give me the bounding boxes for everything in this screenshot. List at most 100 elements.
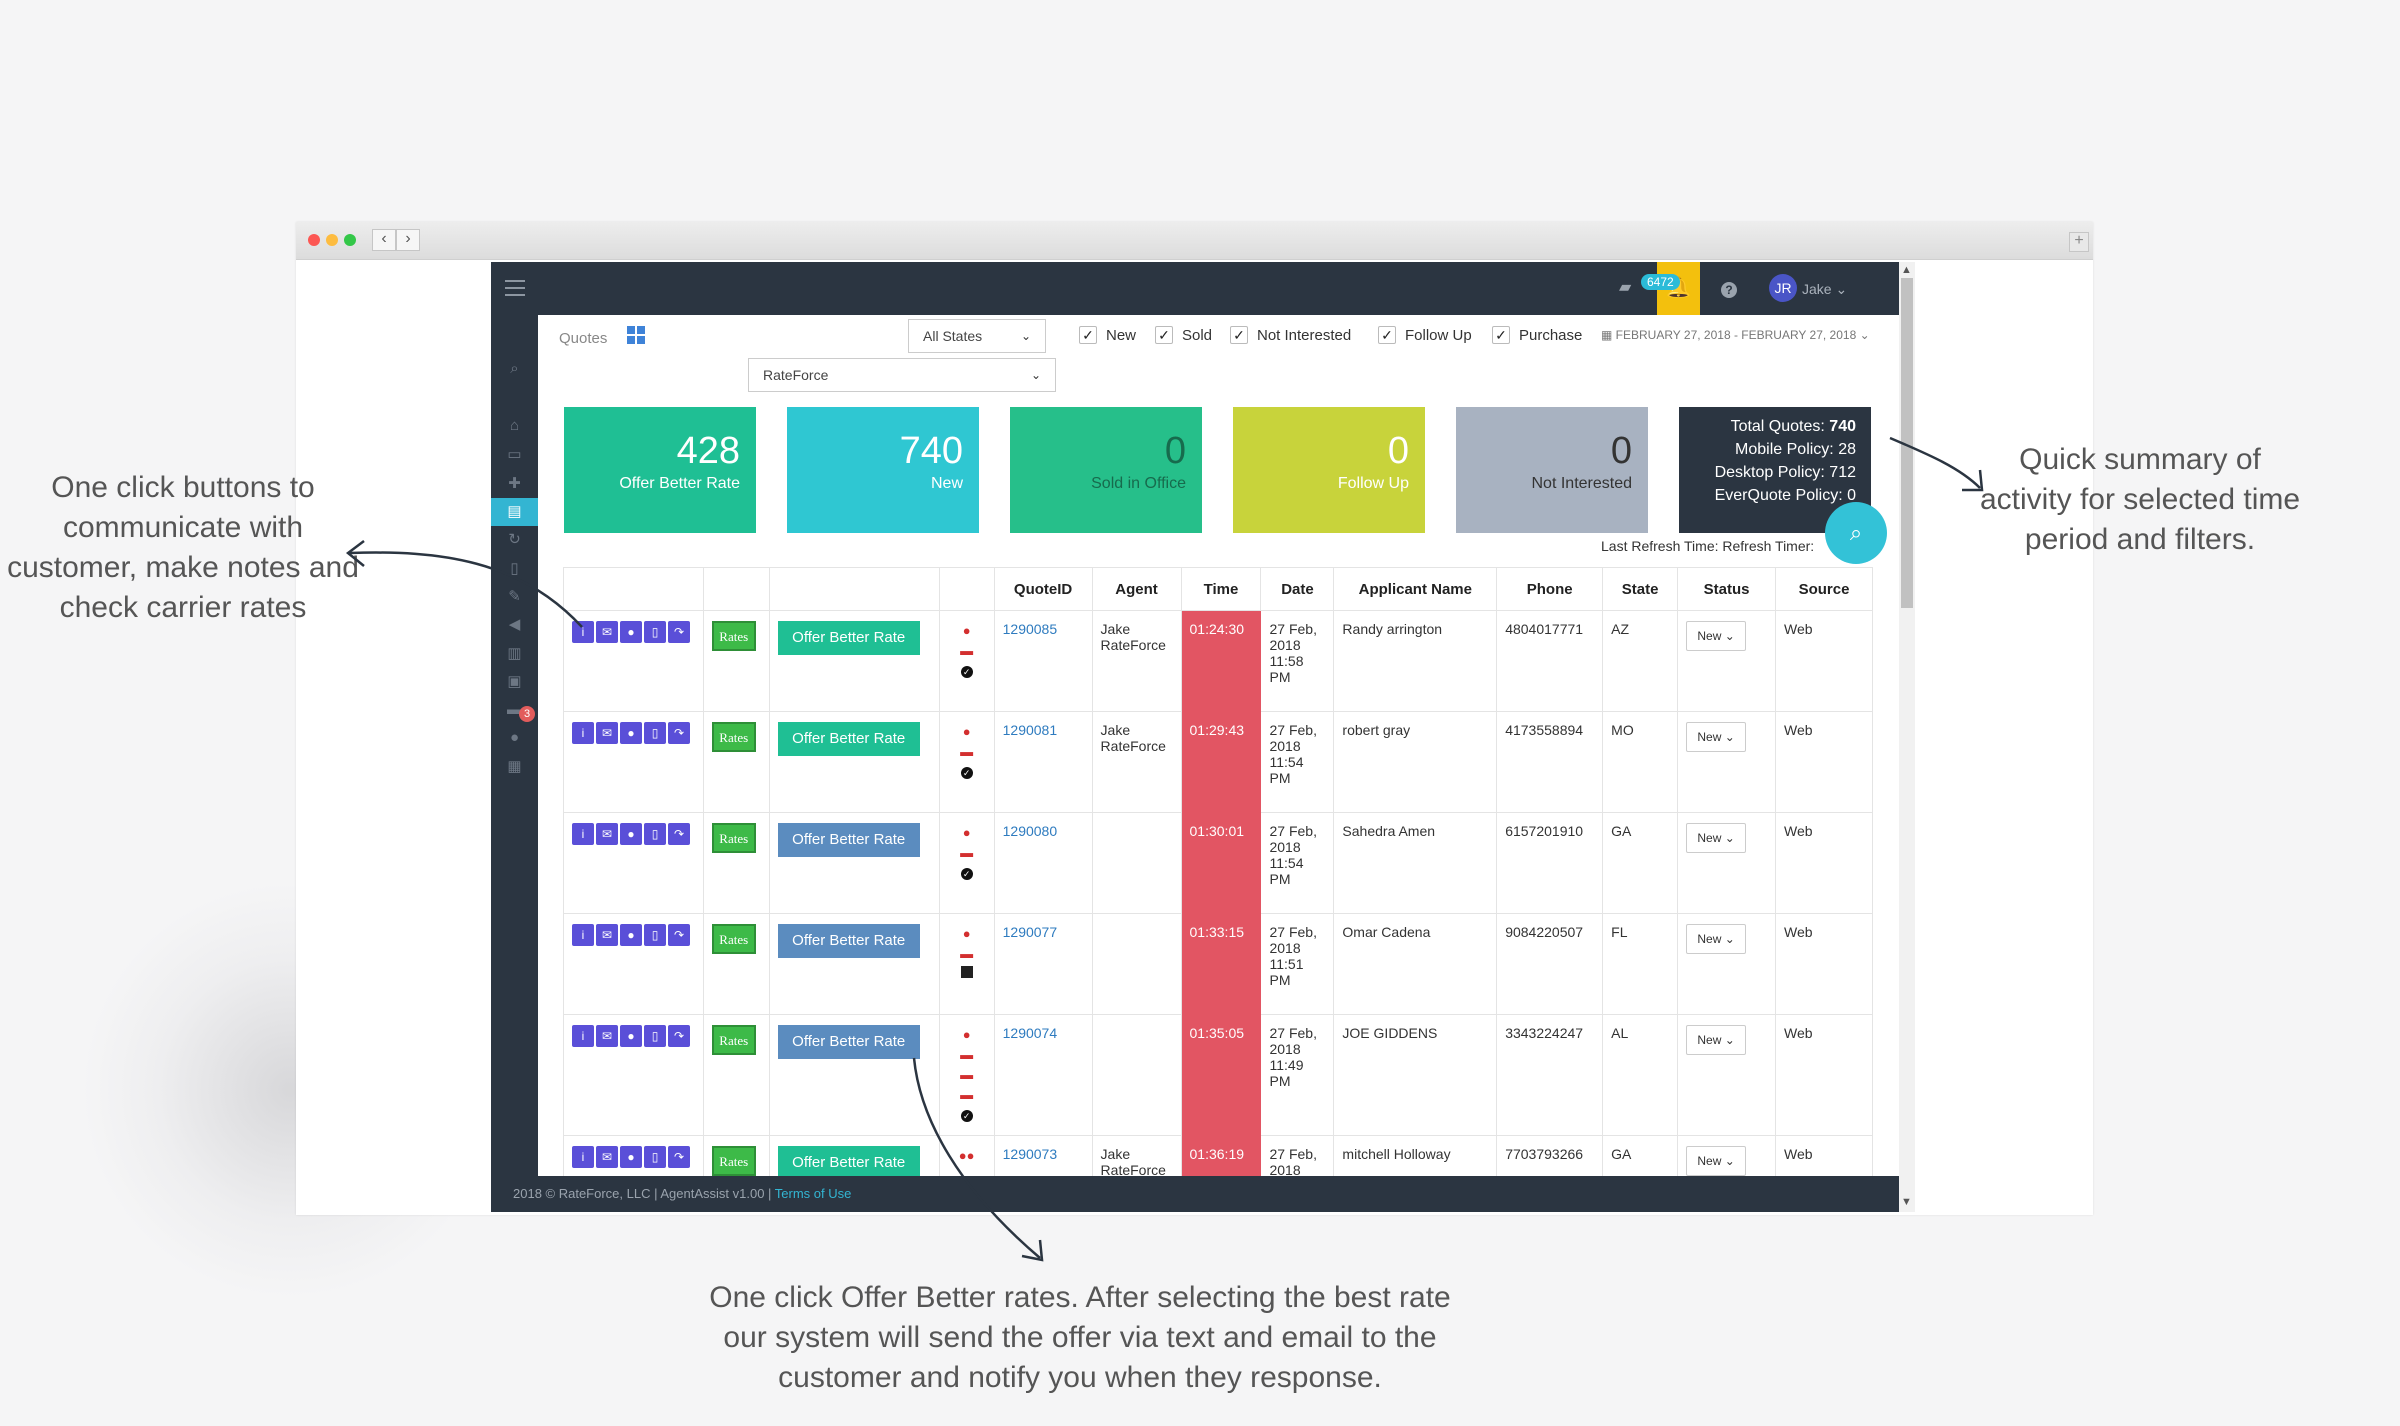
minimize-dot[interactable] bbox=[326, 234, 338, 246]
user-icon[interactable]: ● bbox=[620, 621, 642, 643]
share-icon[interactable]: ↷ bbox=[668, 1146, 690, 1168]
filter-follow-up[interactable]: ✓ Follow Up bbox=[1378, 326, 1472, 344]
col-header-agent[interactable]: Agent bbox=[1091, 567, 1182, 611]
checkbox-new[interactable]: ✓ bbox=[1079, 326, 1097, 344]
quotes-icon[interactable]: ▤ bbox=[491, 498, 538, 526]
checkbox-purchase[interactable]: ✓ bbox=[1492, 326, 1510, 344]
col-header-status[interactable]: Status bbox=[1677, 567, 1777, 611]
rates-button[interactable]: Rates bbox=[711, 1025, 756, 1055]
card-not-interested[interactable]: 0 Not Interested bbox=[1456, 407, 1648, 533]
search-fab-icon[interactable]: ⌕ bbox=[1825, 502, 1887, 564]
rates-button[interactable]: Rates bbox=[711, 924, 756, 954]
quote-id-link[interactable]: 1290085 bbox=[1002, 621, 1058, 637]
agency-select[interactable]: RateForce ⌄ bbox=[748, 358, 1056, 392]
card-offer-better-rate[interactable]: 428 Offer Better Rate bbox=[564, 407, 756, 533]
card-new[interactable]: 740 New bbox=[787, 407, 979, 533]
forward-icon[interactable]: › bbox=[396, 229, 420, 251]
share-icon[interactable]: ↷ bbox=[668, 924, 690, 946]
help-icon[interactable]: ? bbox=[1721, 282, 1737, 298]
filter-not-interested[interactable]: ✓ Not Interested bbox=[1230, 326, 1351, 344]
maximize-dot[interactable] bbox=[344, 234, 356, 246]
offer-better-rate-button[interactable]: Offer Better Rate bbox=[777, 924, 920, 958]
col-header-source[interactable]: Source bbox=[1775, 567, 1873, 611]
offer-better-rate-button[interactable]: Offer Better Rate bbox=[777, 1025, 920, 1059]
menu-icon[interactable] bbox=[505, 280, 525, 296]
quote-id-link[interactable]: 1290080 bbox=[1002, 823, 1058, 839]
checkbox-sold[interactable]: ✓ bbox=[1155, 326, 1173, 344]
quote-id-link[interactable]: 1290074 bbox=[1002, 1025, 1058, 1041]
avatar[interactable]: JR bbox=[1769, 274, 1797, 302]
chat-icon[interactable]: ✉ bbox=[596, 722, 618, 744]
info-icon[interactable]: i bbox=[572, 1025, 594, 1047]
offer-better-rate-button[interactable]: Offer Better Rate bbox=[777, 823, 920, 857]
card-icon[interactable]: ▬ bbox=[507, 701, 522, 718]
col-header-quoteid[interactable]: QuoteID bbox=[993, 567, 1093, 611]
col-header-phone[interactable]: Phone bbox=[1496, 567, 1604, 611]
rates-button[interactable]: Rates bbox=[711, 722, 756, 752]
filter-sold[interactable]: ✓ Sold bbox=[1155, 326, 1212, 344]
note-icon[interactable]: ▯ bbox=[644, 722, 666, 744]
user-icon[interactable]: ● bbox=[620, 1146, 642, 1168]
note-icon[interactable]: ▯ bbox=[644, 1146, 666, 1168]
share-icon[interactable]: ↷ bbox=[668, 621, 690, 643]
col-header-date[interactable]: Date bbox=[1260, 567, 1335, 611]
state-select[interactable]: All States ⌄ bbox=[908, 319, 1046, 353]
filter-new[interactable]: ✓ New bbox=[1079, 326, 1136, 344]
scroll-thumb[interactable] bbox=[1901, 278, 1913, 608]
messages-icon[interactable]: ▰ bbox=[1619, 279, 1632, 296]
chat-icon[interactable]: ✉ bbox=[596, 621, 618, 643]
user-icon[interactable]: ● bbox=[620, 1025, 642, 1047]
user-icon[interactable]: ● bbox=[509, 729, 520, 746]
calculator-icon[interactable]: ▦ bbox=[507, 758, 522, 775]
info-icon[interactable]: i bbox=[572, 722, 594, 744]
grid-view-icon[interactable] bbox=[627, 326, 645, 344]
chart-icon[interactable]: ▥ bbox=[507, 645, 522, 662]
add-icon[interactable]: ✚ bbox=[508, 475, 521, 492]
card-sold-in-office[interactable]: 0 Sold in Office bbox=[1010, 407, 1202, 533]
edit-icon[interactable]: ✎ bbox=[508, 588, 521, 605]
close-dot[interactable] bbox=[308, 234, 320, 246]
status-select[interactable]: New ⌄ bbox=[1686, 722, 1747, 752]
offer-better-rate-button[interactable]: Offer Better Rate bbox=[777, 722, 920, 756]
chat-icon[interactable]: ✉ bbox=[596, 823, 618, 845]
offer-better-rate-button[interactable]: Offer Better Rate bbox=[777, 621, 920, 655]
scroll-down-icon[interactable]: ▼ bbox=[1901, 1196, 1912, 1208]
info-icon[interactable]: i bbox=[572, 1146, 594, 1168]
back-icon[interactable]: ‹ bbox=[372, 229, 396, 251]
inbox-icon[interactable]: ▭ bbox=[507, 446, 522, 463]
share-icon[interactable]: ↷ bbox=[668, 722, 690, 744]
quote-id-link[interactable]: 1290077 bbox=[1002, 924, 1058, 940]
user-icon[interactable]: ● bbox=[620, 924, 642, 946]
checkbox-follow-up[interactable]: ✓ bbox=[1378, 326, 1396, 344]
search-icon[interactable]: ⌕ bbox=[510, 360, 519, 377]
chat-icon[interactable]: ✉ bbox=[596, 1025, 618, 1047]
info-icon[interactable]: i bbox=[572, 621, 594, 643]
note-icon[interactable]: ▯ bbox=[644, 621, 666, 643]
rates-button[interactable]: Rates bbox=[711, 621, 756, 651]
offer-better-rate-button[interactable]: Offer Better Rate bbox=[777, 1146, 920, 1180]
scrollbar[interactable]: ▲ ▼ bbox=[1899, 262, 1915, 1212]
user-icon[interactable]: ● bbox=[620, 722, 642, 744]
status-select[interactable]: New ⌄ bbox=[1686, 1146, 1747, 1176]
note-icon[interactable]: ▯ bbox=[644, 823, 666, 845]
info-icon[interactable]: i bbox=[572, 823, 594, 845]
home-icon[interactable]: ⌂ bbox=[509, 417, 520, 434]
status-select[interactable]: New ⌄ bbox=[1686, 621, 1747, 651]
col-header-time[interactable]: Time bbox=[1180, 567, 1262, 611]
col-header-applicant[interactable]: Applicant Name bbox=[1333, 567, 1498, 611]
quote-id-link[interactable]: 1290073 bbox=[1002, 1146, 1058, 1162]
share-icon[interactable]: ↷ bbox=[668, 1025, 690, 1047]
note-icon[interactable]: ▯ bbox=[644, 924, 666, 946]
scroll-up-icon[interactable]: ▲ bbox=[1901, 264, 1912, 276]
terms-link[interactable]: Terms of Use bbox=[774, 1186, 852, 1201]
document-icon[interactable]: ▯ bbox=[510, 560, 519, 577]
megaphone-icon[interactable]: ◀ bbox=[508, 616, 521, 633]
status-select[interactable]: New ⌄ bbox=[1686, 823, 1747, 853]
new-tab-icon[interactable]: + bbox=[2069, 232, 2089, 252]
user-icon[interactable]: ● bbox=[620, 823, 642, 845]
chat-icon[interactable]: ✉ bbox=[596, 924, 618, 946]
user-menu[interactable]: Jake ⌄ bbox=[1802, 281, 1848, 297]
filter-purchase[interactable]: ✓ Purchase bbox=[1492, 326, 1582, 344]
quote-id-link[interactable]: 1290081 bbox=[1002, 722, 1058, 738]
status-select[interactable]: New ⌄ bbox=[1686, 924, 1747, 954]
